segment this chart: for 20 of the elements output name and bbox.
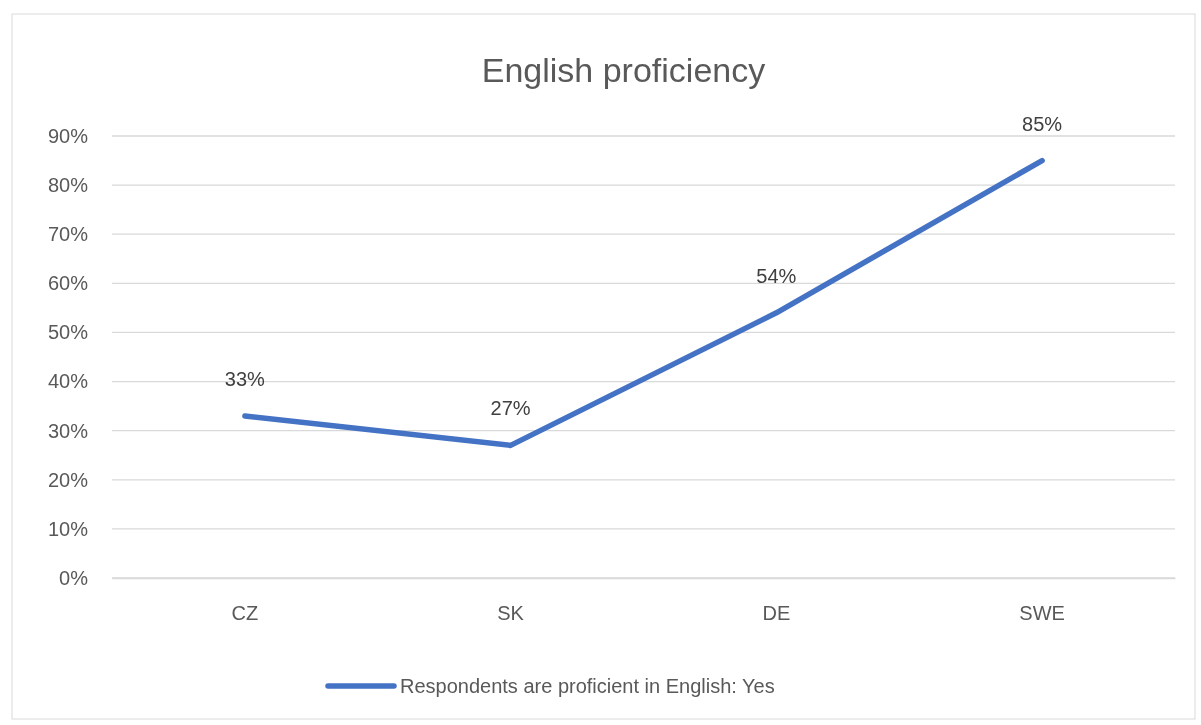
x-tick-label: SWE (1019, 602, 1065, 625)
data-label: 54% (756, 264, 797, 287)
y-tick-label: 50% (47, 321, 89, 344)
y-tick-label: 20% (47, 468, 89, 491)
y-tick-label: 90% (47, 124, 89, 147)
legend-label: Respondents are proficient in English: Yes (400, 675, 775, 697)
x-tick-label: SK (497, 602, 525, 625)
y-tick-label: 80% (47, 174, 89, 197)
data-label: 85% (1022, 112, 1063, 135)
chart-title: English proficiency (481, 51, 766, 89)
y-tick-label: 40% (47, 370, 89, 393)
y-tick-label: 60% (47, 272, 89, 295)
data-label: 27% (490, 397, 531, 420)
x-tick-label: DE (762, 602, 791, 625)
data-label: 33% (224, 367, 266, 390)
x-tick-label: CZ (231, 602, 259, 625)
y-tick-label: 70% (47, 223, 89, 246)
y-tick-label: 30% (47, 419, 89, 442)
y-tick-label: 0% (59, 566, 89, 589)
y-tick-label: 10% (47, 517, 89, 540)
